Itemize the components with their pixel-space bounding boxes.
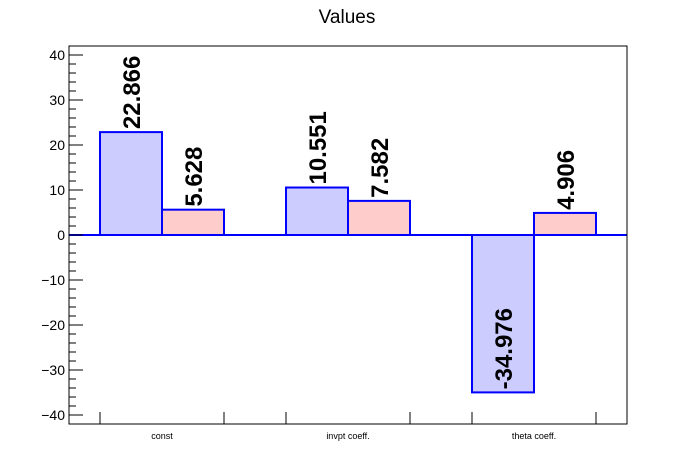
bar-const-series-1 [99,131,164,236]
bar-invpt-coeff-series-2 [347,199,411,236]
value-label: 10.551 [305,111,332,184]
y-tick-label: 20 [49,137,65,153]
x-category-label: invpt coeff. [326,431,369,441]
bar-const-series-2 [161,208,225,236]
axes-group: −40 −30 −20 −10 0 10 20 30 40 const invpt coeff. th… [41,45,628,441]
bar-invpt-coeff-series-1 [285,186,349,236]
bar-theta-coeff-series-1 [471,234,535,394]
y-tick-label: −30 [41,362,65,378]
value-label: 22.866 [119,56,146,129]
y-tick-label: −20 [41,317,65,333]
y-tick-label: −40 [41,407,65,423]
y-tick-label: 30 [49,92,65,108]
value-label: 4.906 [553,150,580,210]
value-labels-group: 22.866 10.551 -34.976 5.628 7.582 4.906 [119,56,580,390]
value-label: 5.628 [181,147,208,207]
y-tick-label: 40 [49,47,65,63]
x-category-label: const [151,431,173,441]
chart-title: Values [319,7,376,28]
bars-group [99,131,597,394]
x-category-label: theta coeff. [512,431,556,441]
value-label: -34.976 [491,308,518,389]
y-tick-label: 0 [57,227,65,243]
bar-theta-coeff-series-2 [533,211,597,237]
value-label: 7.582 [367,138,394,198]
y-tick-label: −10 [41,272,65,288]
y-tick-label: 10 [49,182,65,198]
